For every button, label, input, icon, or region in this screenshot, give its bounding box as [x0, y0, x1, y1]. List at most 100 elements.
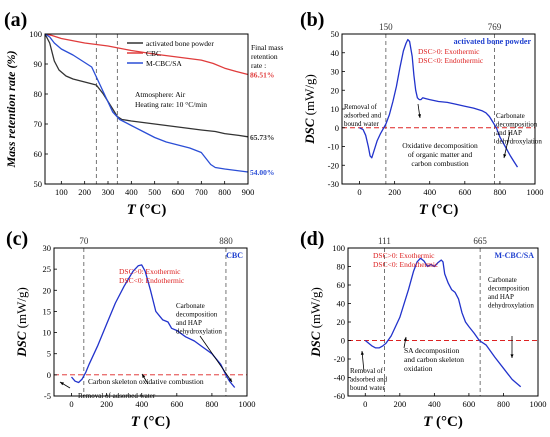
panel-label: (b)	[300, 9, 324, 31]
y-tick-label: 10	[43, 328, 52, 338]
annotation-left: adsorbed and	[350, 376, 388, 384]
x-tick-label: 900	[242, 187, 255, 197]
annotation-right: and HAP	[496, 129, 522, 137]
y-tick-label: 10	[331, 104, 340, 114]
series-line	[359, 38, 519, 168]
final-rate-value: 65.73%	[250, 133, 274, 142]
x-tick-label: 1000	[239, 399, 256, 409]
annotation-right: dehydroxylation	[496, 138, 542, 146]
vline-label: 880	[219, 236, 233, 246]
annotation-right: dehydroxylation	[176, 328, 222, 336]
legend-exothermic: DSC>0: Exothermic	[418, 47, 480, 56]
panel-a: (a)100 200 300 400 500 600 700 800 9005060708090…	[4, 9, 283, 218]
annotation-middle: oxidation	[404, 364, 433, 373]
legend-label: M-CBC/SA	[146, 59, 182, 68]
annotation-arrow	[199, 335, 233, 383]
plot-frame	[44, 33, 249, 185]
annotation-right: Carbonate	[496, 112, 525, 120]
annotation-arrowhead	[228, 378, 232, 382]
series-line	[44, 33, 249, 138]
plot-frame	[347, 247, 539, 397]
panel-label: (c)	[6, 228, 28, 250]
x-tick-label: 0	[69, 399, 73, 409]
y-tick-label: 20	[331, 85, 340, 95]
annotation-right: and HAP	[176, 319, 202, 327]
panel-label: (a)	[4, 9, 27, 31]
x-axis-label: T (°C)	[131, 414, 171, 430]
y-tick-label: 50	[331, 29, 340, 39]
annotation-left: bound water	[344, 120, 379, 128]
annotation-right: and HAP	[488, 293, 514, 301]
panel-title: activated bone powder	[454, 37, 532, 46]
vline-label: 70	[79, 236, 89, 246]
series-line	[44, 33, 249, 173]
annotation-arrowhead	[510, 354, 514, 358]
y-tick-label: 30	[331, 67, 340, 77]
y-axis-label: DSC (mW/g)	[308, 287, 323, 358]
annotation-middle: carbon combustion	[411, 159, 469, 168]
x-tick-label: 400	[428, 399, 441, 409]
y-tick-label: 20	[337, 317, 346, 327]
y-tick-label: 70	[34, 119, 43, 129]
atmosphere-note: Atmosphere: Air	[135, 90, 186, 99]
x-tick-label: 400	[423, 187, 436, 197]
y-tick-label: 15	[43, 306, 52, 316]
y-tick-label: -30	[328, 179, 339, 189]
y-axis-label: DSC (mW/g)	[302, 74, 317, 145]
x-tick-label: 200	[78, 187, 91, 197]
x-tick-label: 700	[195, 187, 208, 197]
annotation-middle: Carbon skeleton oxidative combustion	[88, 377, 204, 386]
y-tick-label: 40	[331, 48, 340, 58]
y-axis-label: Mass retention rate (%)	[4, 50, 18, 168]
y-tick-label: 80	[337, 262, 346, 272]
annotation-left: Removal of	[350, 367, 384, 375]
panel-c: (c) 70 880 0 200 400 600 800 1000 -5 0 5 10 15 20 25 30 T…	[6, 228, 256, 430]
y-tick-label: -20	[328, 160, 339, 170]
x-tick-label: 600	[172, 187, 185, 197]
x-tick-label: 800	[494, 187, 507, 197]
panel-d: (d) 111 665 0 200 400 600 800 1000 -60 -40 -20 0 20 40…	[300, 228, 547, 430]
panel-b: (b) 150 769 0 200 400 600 800 1000 -30 -20 -10 0 10 20…	[300, 9, 544, 218]
vline-label: 111	[378, 236, 391, 246]
x-tick-label: 200	[393, 399, 406, 409]
y-tick-label: 80	[34, 89, 43, 99]
legend-label: CBC	[146, 49, 161, 58]
y-tick-label: 60	[34, 149, 43, 159]
y-tick-label: 50	[34, 179, 43, 189]
annotation-left: Removal of	[344, 103, 378, 111]
annotation-middle: SA decomposition	[404, 346, 459, 355]
annotation-arrowhead	[403, 337, 407, 341]
x-tick-label: 200	[100, 399, 113, 409]
vline-label: 150	[379, 22, 393, 32]
x-tick-label: 0	[363, 399, 367, 409]
final-rate-title: rate :	[251, 61, 266, 70]
x-axis-label: T (°C)	[127, 202, 167, 218]
x-tick-label: 600	[170, 399, 183, 409]
y-tick-label: 5	[47, 349, 51, 359]
plot-frame	[53, 247, 248, 397]
x-tick-label: 100	[55, 187, 68, 197]
x-tick-label: 0	[357, 187, 361, 197]
x-tick-label: 1000	[527, 187, 544, 197]
annotation-middle: Oxidative decomposition	[402, 141, 478, 150]
series-line	[364, 257, 522, 388]
y-tick-label: 0	[341, 336, 345, 346]
y-tick-label: -20	[334, 354, 345, 364]
y-axis-label: DSC (mW/g)	[14, 287, 29, 358]
y-tick-label: -10	[328, 142, 339, 152]
final-rate-title: Final mass	[251, 43, 283, 52]
heating-note: Heating rate: 10 °C/min	[135, 100, 207, 109]
annotation-right: dehydroxylation	[488, 302, 534, 310]
legend-label: activated bone powder	[146, 39, 214, 48]
annotation-middle: of organic matter and	[408, 150, 472, 159]
x-tick-label: 600	[458, 187, 471, 197]
x-tick-label: 200	[388, 187, 401, 197]
legend-exothermic: DSC>0: Exothermic	[373, 251, 435, 260]
y-tick-label: -40	[334, 373, 345, 383]
x-tick-label: 400	[135, 399, 148, 409]
panel-title: M-CBC/SA	[494, 251, 534, 260]
annotation-arrowhead	[503, 154, 507, 158]
annotation-arrow	[503, 131, 511, 159]
x-tick-label: 300	[102, 187, 115, 197]
